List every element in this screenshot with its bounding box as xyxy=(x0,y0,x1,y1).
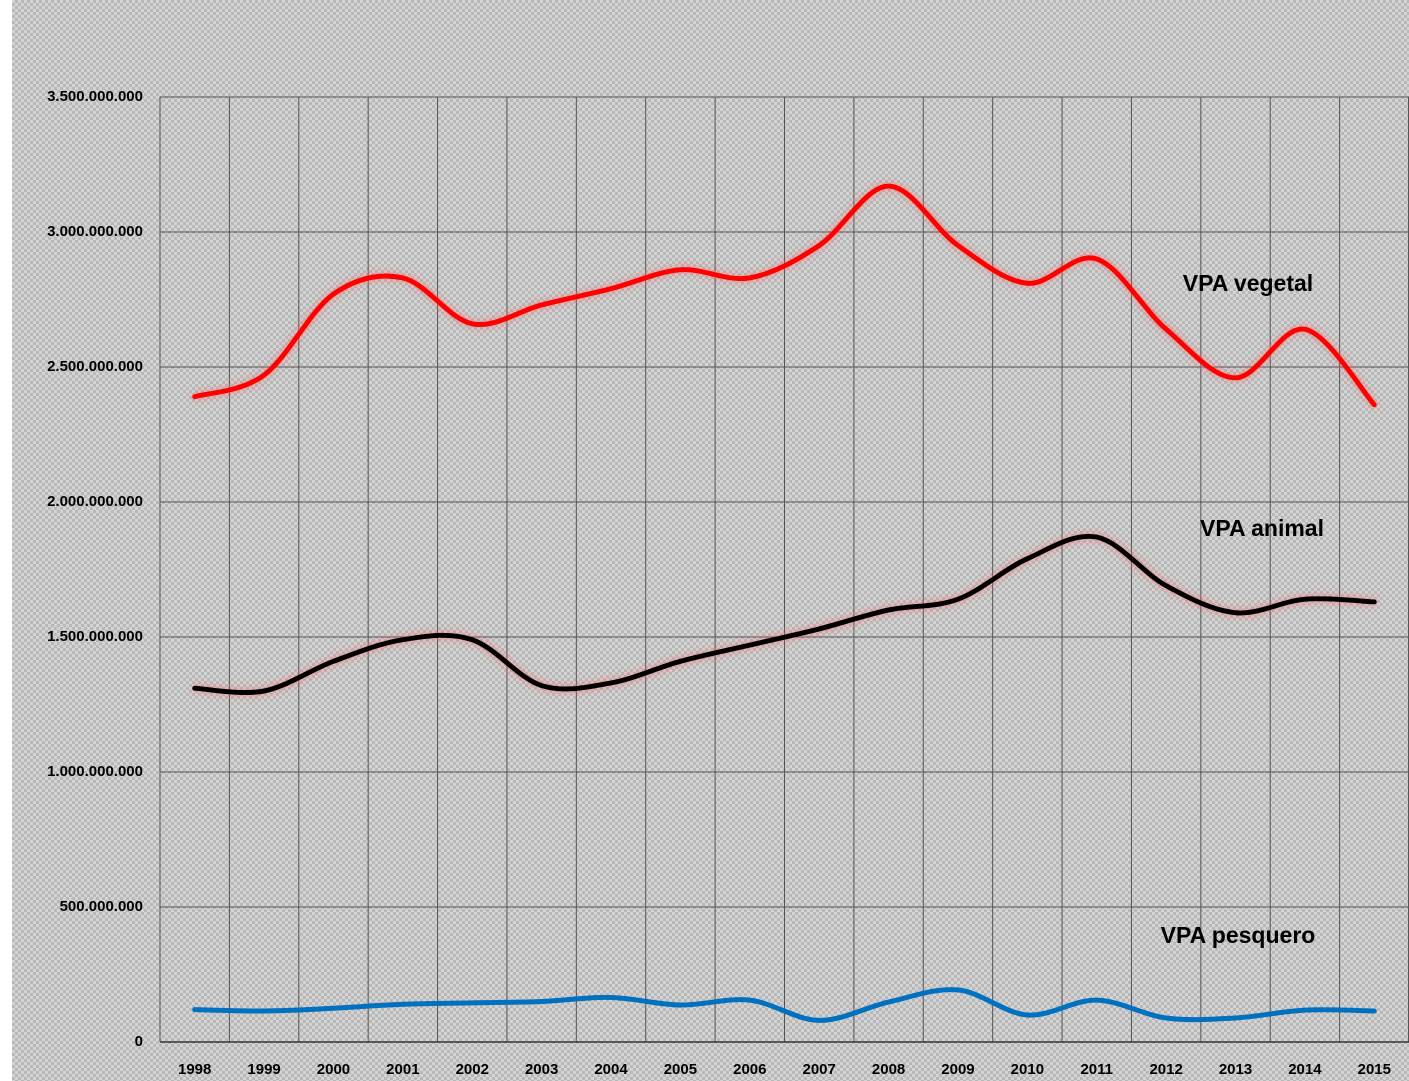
series-label: VPA animal xyxy=(1200,515,1324,541)
y-tick-label: 500.000.000 xyxy=(60,898,143,915)
x-tick-label: 2013 xyxy=(1219,1061,1252,1078)
x-tick-label: 2010 xyxy=(1011,1061,1044,1078)
x-tick-label: 2002 xyxy=(456,1061,489,1078)
x-tick-label: 2000 xyxy=(317,1061,350,1078)
x-tick-label: 2001 xyxy=(386,1061,419,1078)
x-tick-label: 1998 xyxy=(178,1061,211,1078)
series-label: VPA vegetal xyxy=(1183,270,1313,296)
y-tick-label: 0 xyxy=(135,1033,143,1050)
x-tick-label: 2014 xyxy=(1288,1061,1322,1078)
series-label: VPA pesquero xyxy=(1161,922,1316,948)
x-tick-label: 2007 xyxy=(803,1061,836,1078)
x-tick-label: 2003 xyxy=(525,1061,558,1078)
x-tick-label: 1999 xyxy=(247,1061,280,1078)
x-tick-label: 2009 xyxy=(941,1061,974,1078)
x-tick-label: 2006 xyxy=(733,1061,766,1078)
series-line xyxy=(192,533,1377,696)
series-line xyxy=(192,183,1377,408)
y-tick-label: 1.000.000.000 xyxy=(47,763,143,780)
y-tick-label: 3.500.000.000 xyxy=(47,88,143,105)
x-tick-label: 2011 xyxy=(1080,1061,1113,1078)
x-tick-label: 2005 xyxy=(664,1061,697,1078)
x-tick-label: 2012 xyxy=(1149,1061,1182,1078)
y-tick-label: 2.500.000.000 xyxy=(47,358,143,375)
y-tick-label: 3.000.000.000 xyxy=(47,223,143,240)
y-tick-label: 1.500.000.000 xyxy=(47,628,143,645)
x-tick-label: 2004 xyxy=(594,1061,628,1078)
x-tick-label: 2008 xyxy=(872,1061,905,1078)
series-line xyxy=(192,987,1377,1023)
left-margin xyxy=(0,0,12,1081)
y-tick-label: 2.000.000.000 xyxy=(47,493,143,510)
x-tick-label: 2015 xyxy=(1358,1061,1391,1078)
